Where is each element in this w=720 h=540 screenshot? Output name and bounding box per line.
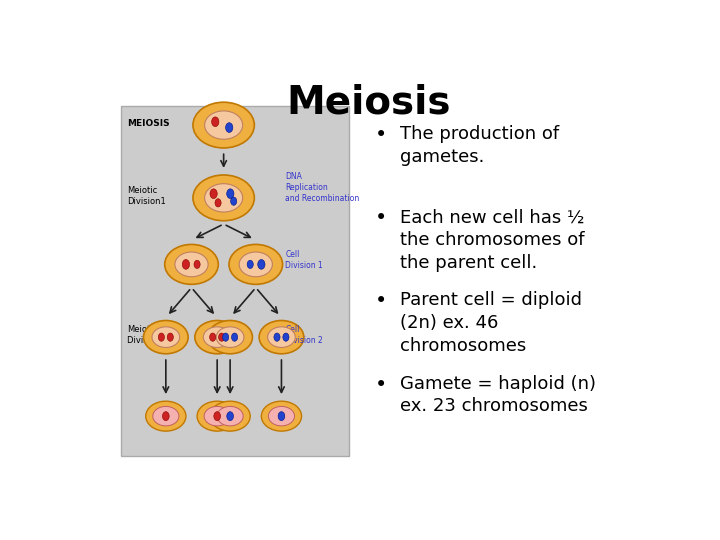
Circle shape xyxy=(239,252,272,277)
Circle shape xyxy=(153,407,179,426)
Circle shape xyxy=(204,111,243,139)
Text: •: • xyxy=(374,292,387,312)
Ellipse shape xyxy=(163,411,169,421)
Ellipse shape xyxy=(278,411,285,421)
Circle shape xyxy=(143,321,188,354)
Circle shape xyxy=(175,252,208,277)
Circle shape xyxy=(145,401,186,431)
Text: Cell
Division 2: Cell Division 2 xyxy=(285,325,323,345)
Ellipse shape xyxy=(210,189,217,199)
Text: Cell
Division 1: Cell Division 1 xyxy=(285,250,323,271)
Circle shape xyxy=(217,407,243,426)
Circle shape xyxy=(204,407,230,426)
Circle shape xyxy=(203,327,231,347)
Circle shape xyxy=(195,321,240,354)
Circle shape xyxy=(261,401,302,431)
Ellipse shape xyxy=(194,260,200,268)
Circle shape xyxy=(204,184,243,212)
Ellipse shape xyxy=(219,333,225,341)
Text: Gamete = haploid (n)
ex. 23 chromosomes: Gamete = haploid (n) ex. 23 chromosomes xyxy=(400,375,595,415)
Text: The production of
gametes.: The production of gametes. xyxy=(400,125,559,166)
Ellipse shape xyxy=(283,333,289,341)
Ellipse shape xyxy=(210,333,216,341)
Circle shape xyxy=(259,321,304,354)
Ellipse shape xyxy=(274,333,280,341)
Ellipse shape xyxy=(212,117,219,126)
Ellipse shape xyxy=(167,333,174,341)
Text: •: • xyxy=(374,208,387,228)
Text: Meiotic
Division1: Meiotic Division1 xyxy=(127,186,166,206)
FancyBboxPatch shape xyxy=(121,106,349,456)
Text: Meiosis: Meiosis xyxy=(287,84,451,122)
Ellipse shape xyxy=(258,260,265,269)
Ellipse shape xyxy=(215,199,221,207)
Circle shape xyxy=(269,407,294,426)
Ellipse shape xyxy=(230,197,237,205)
Text: •: • xyxy=(374,125,387,145)
Ellipse shape xyxy=(227,411,233,421)
Ellipse shape xyxy=(182,260,189,269)
Ellipse shape xyxy=(232,333,238,341)
Circle shape xyxy=(193,102,254,148)
Ellipse shape xyxy=(225,123,233,132)
Ellipse shape xyxy=(247,260,253,268)
Circle shape xyxy=(208,321,253,354)
Circle shape xyxy=(165,245,218,285)
Text: Meiotic
Division 2: Meiotic Division 2 xyxy=(127,325,168,345)
Circle shape xyxy=(193,175,254,221)
Ellipse shape xyxy=(222,333,229,341)
Text: Each new cell has ½
the chromosomes of
the parent cell.: Each new cell has ½ the chromosomes of t… xyxy=(400,208,584,272)
Circle shape xyxy=(210,401,251,431)
Circle shape xyxy=(229,245,282,285)
Text: Parent cell = diploid
(2n) ex. 46
chromosomes: Parent cell = diploid (2n) ex. 46 chromo… xyxy=(400,292,582,355)
Circle shape xyxy=(216,327,244,347)
Ellipse shape xyxy=(214,411,220,421)
Circle shape xyxy=(268,327,295,347)
Circle shape xyxy=(152,327,180,347)
Text: DNA
Replication
and Recombination: DNA Replication and Recombination xyxy=(285,172,360,203)
Text: •: • xyxy=(374,375,387,395)
Ellipse shape xyxy=(158,333,164,341)
Text: MEIOSIS: MEIOSIS xyxy=(127,118,170,127)
Circle shape xyxy=(197,401,238,431)
Ellipse shape xyxy=(227,189,234,199)
